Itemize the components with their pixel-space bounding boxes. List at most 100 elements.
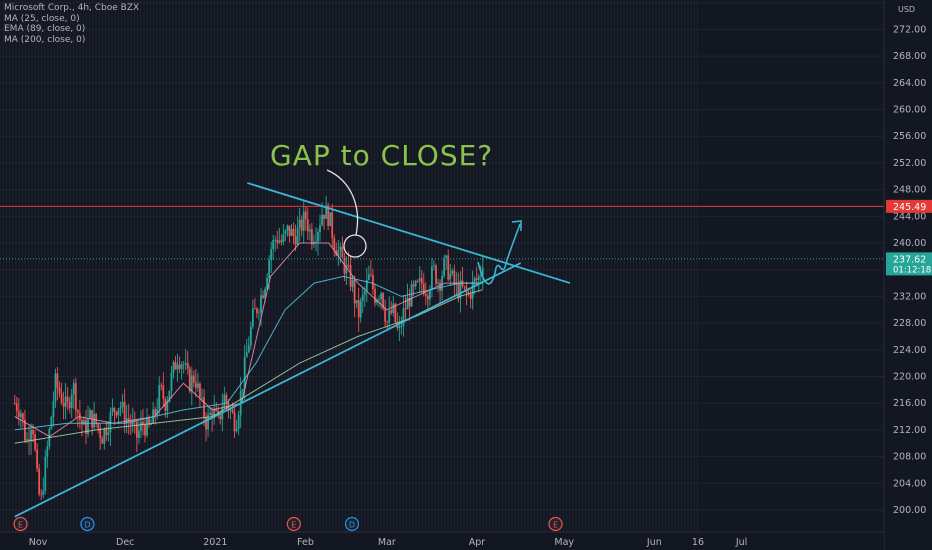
earnings-event-marker[interactable] [286, 516, 301, 532]
candle-body [168, 390, 171, 402]
candle-body [300, 219, 303, 231]
candle-body [72, 383, 75, 395]
candle-body [247, 345, 250, 353]
candle-body [416, 281, 419, 282]
plot-area[interactable] [0, 0, 884, 532]
candle-body [304, 211, 307, 220]
candle-body [162, 385, 165, 399]
candle-body [172, 361, 175, 373]
dividend-event-label: D [349, 521, 355, 530]
candle-body [351, 280, 354, 287]
candle-body [215, 408, 218, 411]
price-tick-label: 256.00 [893, 131, 926, 142]
candle-body [372, 275, 374, 290]
resistance-badge[interactable] [886, 199, 932, 213]
candle-body [148, 417, 150, 425]
gap-annotation-text[interactable]: GAP to CLOSE? [270, 139, 493, 172]
projection-squiggle[interactable] [477, 223, 521, 285]
candle-body [245, 352, 248, 358]
candle-body [388, 310, 391, 323]
candle-body [294, 236, 297, 245]
candle-body [298, 219, 301, 228]
candle-body [349, 265, 352, 287]
candle-body [60, 393, 63, 403]
price-tick-label: 212.00 [893, 425, 926, 436]
candle-body [365, 280, 368, 292]
candle-body [347, 264, 350, 266]
candle-body [101, 438, 104, 444]
candle-body [129, 421, 132, 425]
symbol-title[interactable]: Microsoft Corp., 4h, Cboe BZX [4, 3, 140, 13]
candle-body [192, 375, 195, 383]
candle-body [331, 212, 334, 239]
candle-body [28, 439, 30, 441]
candle-body [188, 368, 191, 392]
candle-body [386, 321, 389, 323]
dividend-event-marker[interactable] [80, 516, 95, 532]
time-tick-label: Dec [116, 537, 134, 548]
candle-body [329, 212, 332, 226]
candle-body [469, 294, 472, 299]
candle-body [26, 439, 28, 441]
dividend-event-marker[interactable] [344, 516, 360, 532]
indicator-legend: Microsoft Corp., 4h, Cboe BZX MA (25, cl… [4, 3, 139, 45]
candle-body [266, 277, 268, 289]
price-tick-label: 248.00 [893, 185, 926, 196]
last-price-label: 237.62 [893, 254, 926, 265]
candle-body [341, 246, 344, 258]
trendline-upper[interactable] [247, 182, 571, 284]
candle-body [439, 282, 441, 291]
time-axis[interactable] [0, 532, 884, 550]
candle-body [95, 413, 98, 424]
ma25-line[interactable] [14, 242, 483, 438]
candle-body [24, 419, 26, 441]
candle-body [357, 300, 360, 318]
gap-circle[interactable] [343, 234, 367, 258]
candle-body [70, 394, 73, 409]
candle-body [146, 417, 148, 436]
price-tick-label: 216.00 [893, 398, 926, 409]
candle-body [251, 308, 254, 327]
candle-body [160, 385, 163, 386]
candle-body [156, 408, 159, 415]
candle-body [66, 396, 69, 402]
candle-body [13, 403, 16, 404]
candle-body [121, 401, 124, 408]
candle-body [17, 411, 20, 417]
candle-body [317, 232, 319, 242]
candle-body [284, 230, 287, 235]
ma200-line[interactable] [14, 289, 483, 444]
candle-body [225, 394, 228, 403]
ema89-line[interactable] [14, 275, 483, 431]
earnings-event-label: E [553, 521, 558, 530]
candle-body [123, 401, 126, 424]
candle-body [56, 373, 59, 388]
candle-body [127, 418, 130, 422]
legend-ema89[interactable]: EMA (89, close, 0) [4, 24, 86, 34]
legend-ma200[interactable]: MA (200, close, 0) [4, 34, 86, 45]
last-price-badge[interactable] [886, 252, 932, 276]
candle-body [420, 278, 423, 284]
candle-body [260, 295, 262, 313]
earnings-event-marker[interactable] [13, 516, 28, 532]
candle-body [30, 429, 32, 441]
price-tick-label: 268.00 [893, 51, 926, 62]
candle-body [137, 430, 140, 438]
candle-body [62, 402, 65, 407]
candle-body [418, 278, 421, 282]
candle-body [292, 228, 295, 237]
candle-body [164, 398, 167, 411]
candle-body [194, 382, 197, 388]
trendline-lower[interactable] [14, 262, 522, 518]
legend-ma25[interactable]: MA (25, close, 0) [4, 13, 80, 24]
candle-body [186, 362, 189, 369]
price-tick-label: 224.00 [893, 345, 926, 356]
candle-body [142, 421, 144, 425]
time-tick-label: 16 [692, 537, 704, 548]
candle-body [345, 264, 348, 274]
candle-body [339, 246, 342, 251]
earnings-event-marker[interactable] [548, 516, 563, 532]
candle-body [213, 408, 216, 419]
